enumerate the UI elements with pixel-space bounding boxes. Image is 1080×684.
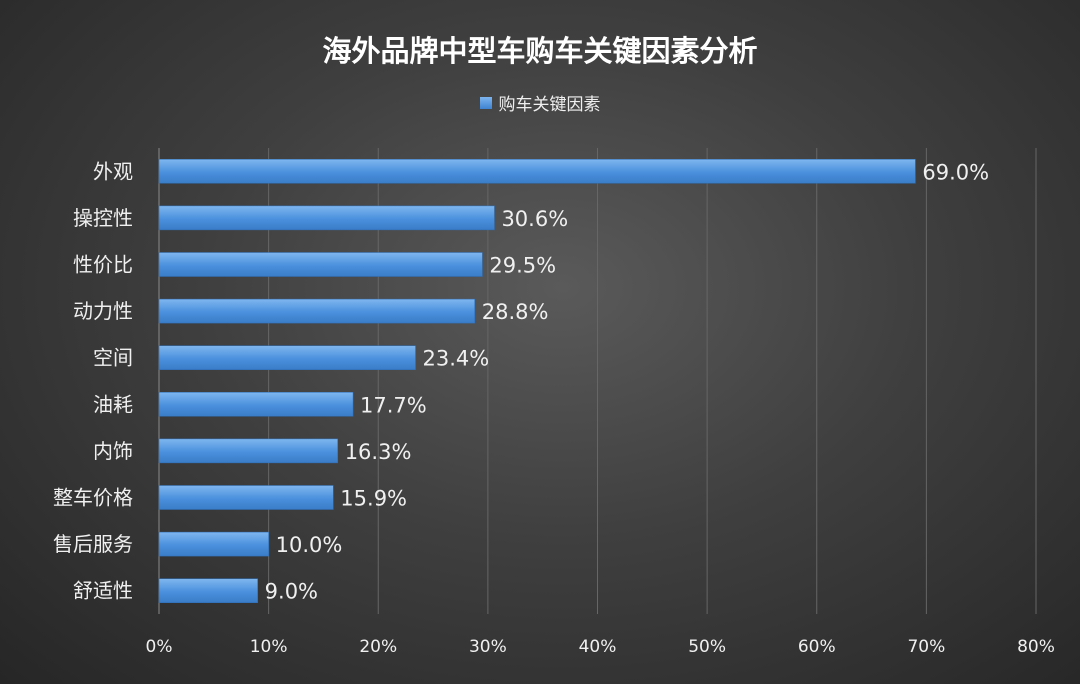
x-tick-label: 30%: [469, 637, 507, 657]
data-label: 29.5%: [489, 254, 556, 278]
x-tick-label: 20%: [359, 637, 397, 657]
x-tick-label: 10%: [250, 637, 288, 657]
data-label: 17.7%: [360, 393, 427, 417]
legend-swatch: [479, 96, 492, 109]
bar: [158, 531, 269, 557]
x-tick-label: 70%: [907, 637, 945, 657]
x-tick-label: 0%: [146, 637, 173, 657]
x-tick-label: 80%: [1017, 637, 1055, 657]
category-label: 外观: [93, 159, 133, 183]
data-label: 69.0%: [922, 160, 989, 184]
category-label: 空间: [93, 346, 133, 370]
bar: [158, 252, 483, 277]
category-label: 整车价格: [53, 486, 133, 510]
chart-title: 海外品牌中型车购车关键因素分析: [322, 34, 758, 68]
category-label: 操控性: [73, 206, 133, 230]
bar: [158, 578, 258, 603]
data-label: 23.4%: [423, 347, 490, 371]
x-tick-label: 40%: [579, 637, 617, 657]
category-label: 内饰: [93, 439, 133, 463]
bar: [158, 485, 334, 510]
bar: [158, 392, 354, 417]
bar: [158, 438, 338, 464]
data-label: 9.0%: [265, 580, 318, 604]
data-label: 30.6%: [501, 207, 568, 231]
legend: 购车关键因素: [0, 90, 1080, 115]
bar: [158, 205, 495, 231]
x-tick-label: 50%: [688, 637, 726, 657]
bar: [158, 345, 416, 370]
category-label: 舒适性: [73, 579, 133, 603]
legend-label: 购车关键因素: [498, 95, 601, 115]
data-label: 16.3%: [345, 440, 412, 464]
data-label: 15.9%: [340, 487, 407, 511]
bar: [158, 298, 475, 324]
data-label: 10.0%: [276, 533, 343, 557]
category-label: 性价比: [73, 253, 133, 277]
data-label: 28.8%: [482, 300, 549, 324]
category-label: 售后服务: [53, 532, 133, 556]
category-label: 油耗: [93, 392, 133, 416]
x-tick-label: 60%: [798, 637, 836, 657]
bar: [158, 159, 916, 184]
category-label: 动力性: [73, 299, 133, 323]
